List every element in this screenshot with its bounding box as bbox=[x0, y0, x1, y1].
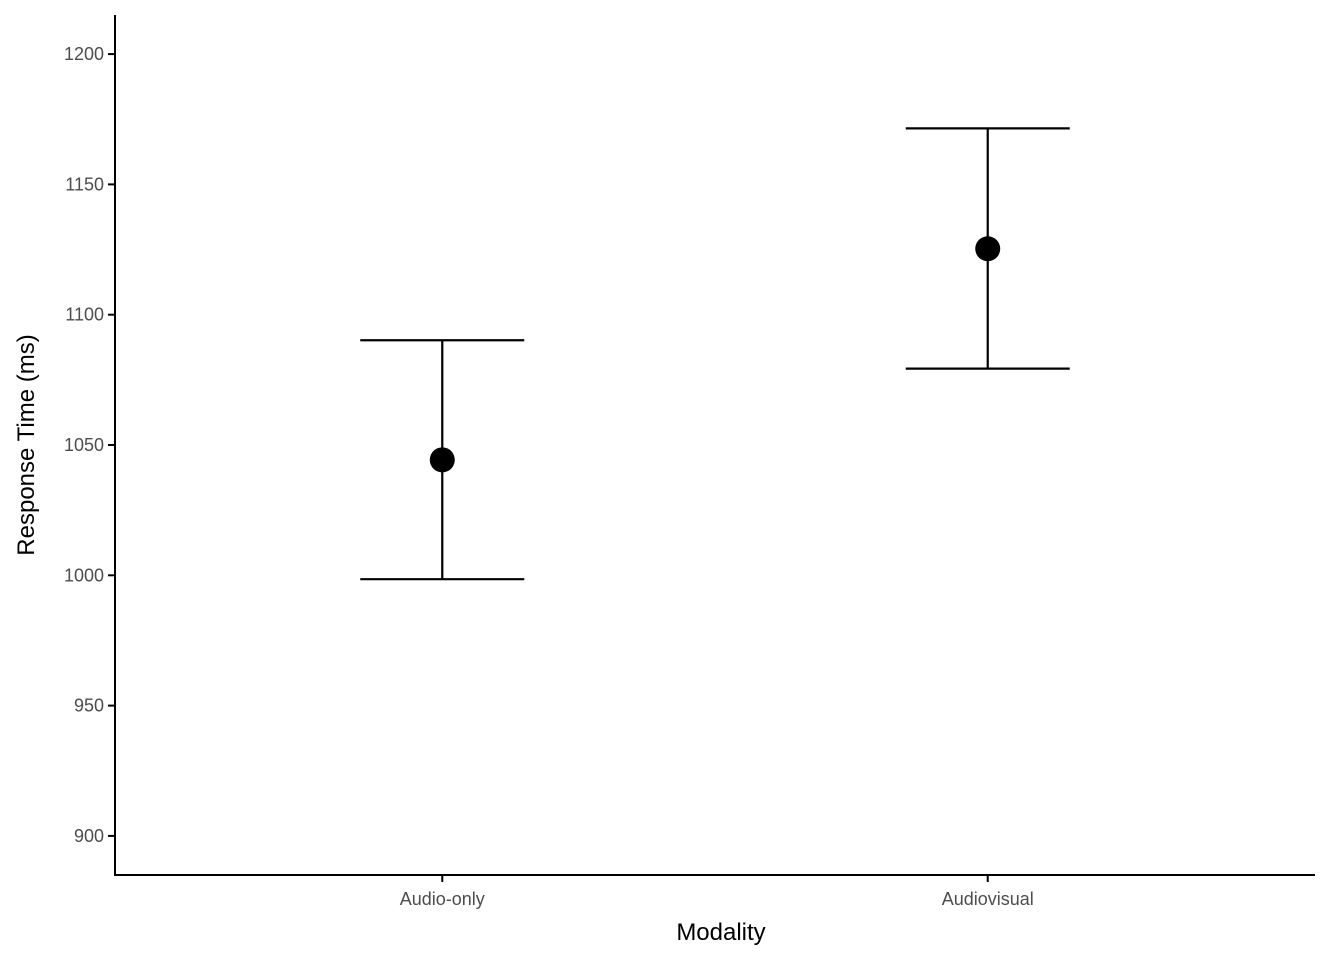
y-tick-label: 1200 bbox=[64, 44, 104, 64]
data-marks bbox=[360, 127, 1070, 581]
y-tick-label: 900 bbox=[74, 826, 104, 846]
mean-point bbox=[975, 236, 1001, 262]
x-axis-title: Modality bbox=[676, 919, 765, 946]
x-tick-label: Audiovisual bbox=[942, 889, 1034, 909]
x-axis-ticks: Audio-only Audiovisual bbox=[400, 875, 1034, 909]
y-tick-label: 950 bbox=[74, 696, 104, 716]
y-axis-title: Response Time (ms) bbox=[13, 334, 40, 555]
y-tick-label: 1000 bbox=[64, 565, 104, 585]
y-tick-label: 1050 bbox=[64, 435, 104, 455]
y-axis-ticks: 900 950 1000 1050 1100 1150 1200 bbox=[64, 44, 115, 846]
x-tick-label: Audio-only bbox=[400, 889, 485, 909]
mean-point bbox=[429, 447, 455, 473]
y-tick-label: 1150 bbox=[65, 174, 104, 194]
y-tick-label: 1100 bbox=[65, 305, 104, 325]
